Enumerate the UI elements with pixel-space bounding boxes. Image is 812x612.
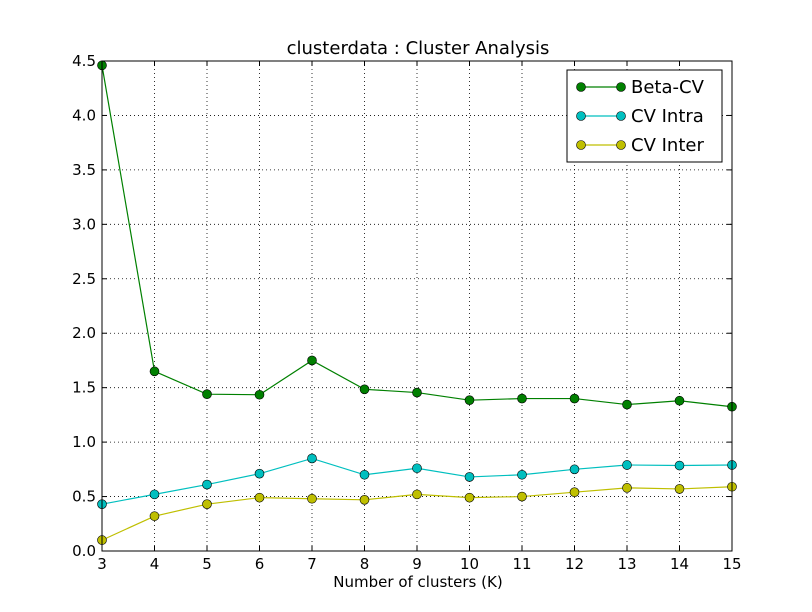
x-tick-label: 12 — [565, 555, 584, 573]
data-point-beta-cv — [149, 366, 160, 377]
data-point-beta-cv — [569, 393, 580, 404]
data-point-cv-intra — [464, 472, 475, 482]
y-tick-label: 2.0 — [72, 324, 96, 342]
data-point-cv-inter — [202, 499, 212, 509]
legend-marker-cv-inter — [616, 140, 626, 150]
data-point-cv-intra — [254, 468, 265, 479]
x-tick-label: 9 — [412, 555, 422, 573]
data-point-beta-cv — [307, 355, 317, 366]
data-point-cv-inter — [517, 491, 527, 502]
data-point-cv-intra — [674, 460, 685, 471]
data-point-cv-inter — [622, 483, 632, 493]
series-cv-inter — [97, 481, 737, 545]
legend: Beta-CV CV Intra CV Inter — [566, 69, 723, 163]
x-tick-label: 5 — [202, 555, 212, 573]
data-point-beta-cv — [359, 384, 370, 395]
data-point-cv-intra — [517, 469, 527, 480]
legend-label-cv-inter: CV Inter — [631, 135, 704, 156]
data-point-cv-intra — [569, 464, 580, 475]
x-tick-label: 13 — [617, 555, 636, 573]
x-tick-label: 4 — [150, 555, 160, 573]
y-tick-label: 2.5 — [72, 270, 96, 288]
data-point-cv-inter — [674, 484, 685, 494]
y-tick-label: 3.0 — [72, 215, 96, 233]
data-point-cv-inter — [149, 511, 160, 521]
legend-marker-beta-cv — [616, 82, 626, 92]
legend-marker-cv-inter — [576, 140, 586, 150]
legend-marker-beta-cv — [576, 82, 586, 92]
data-point-cv-intra — [307, 453, 317, 464]
x-tick-label: 3 — [97, 555, 107, 573]
data-point-cv-inter — [307, 493, 317, 504]
series-beta-cv — [97, 60, 737, 412]
data-point-cv-intra — [412, 463, 422, 474]
x-axis-label: Number of clusters (K) — [333, 573, 502, 591]
data-point-cv-intra — [202, 479, 212, 490]
x-tick-label: 8 — [360, 555, 370, 573]
data-point-cv-intra — [359, 469, 370, 480]
data-point-beta-cv — [412, 387, 422, 398]
y-tick-label: 3.5 — [72, 161, 96, 179]
series-layer — [97, 60, 737, 545]
data-point-cv-inter — [569, 487, 580, 498]
x-tick-label: 11 — [512, 555, 531, 573]
data-point-beta-cv — [622, 399, 632, 410]
series-cv-intra — [97, 453, 737, 509]
data-point-cv-inter — [359, 495, 370, 505]
y-tick-label: 0.0 — [72, 542, 96, 560]
data-point-beta-cv — [202, 389, 212, 400]
data-point-beta-cv — [517, 393, 527, 404]
data-point-cv-intra — [622, 460, 632, 470]
data-point-beta-cv — [254, 389, 265, 400]
x-tick-label: 6 — [255, 555, 265, 573]
legend-label-cv-intra: CV Intra — [631, 106, 704, 127]
legend-label-beta-cv: Beta-CV — [631, 77, 705, 98]
data-point-cv-inter — [464, 492, 475, 503]
legend-marker-cv-intra — [576, 111, 586, 121]
chart-title: clusterdata : Cluster Analysis — [287, 38, 550, 59]
data-point-cv-inter — [412, 489, 422, 500]
axis-ticks: 3 4 5 6 7 8 9 10 11 12 13 14 15 0.0 0.5 1.0 1.5 2.0 2.5 3.0… — [72, 52, 741, 573]
data-point-beta-cv — [464, 395, 475, 405]
data-point-cv-intra — [149, 489, 160, 500]
y-tick-label: 4.0 — [72, 106, 96, 124]
data-point-beta-cv — [674, 395, 685, 406]
y-tick-label: 1.0 — [72, 433, 96, 451]
x-tick-label: 15 — [722, 555, 741, 573]
legend-marker-cv-intra — [616, 111, 626, 121]
x-tick-label: 10 — [460, 555, 479, 573]
data-point-cv-inter — [254, 492, 265, 503]
y-tick-label: 0.5 — [72, 488, 96, 506]
x-tick-label: 7 — [307, 555, 317, 573]
x-tick-label: 14 — [670, 555, 689, 573]
y-tick-label: 1.5 — [72, 379, 96, 397]
y-tick-label: 4.5 — [72, 52, 96, 70]
